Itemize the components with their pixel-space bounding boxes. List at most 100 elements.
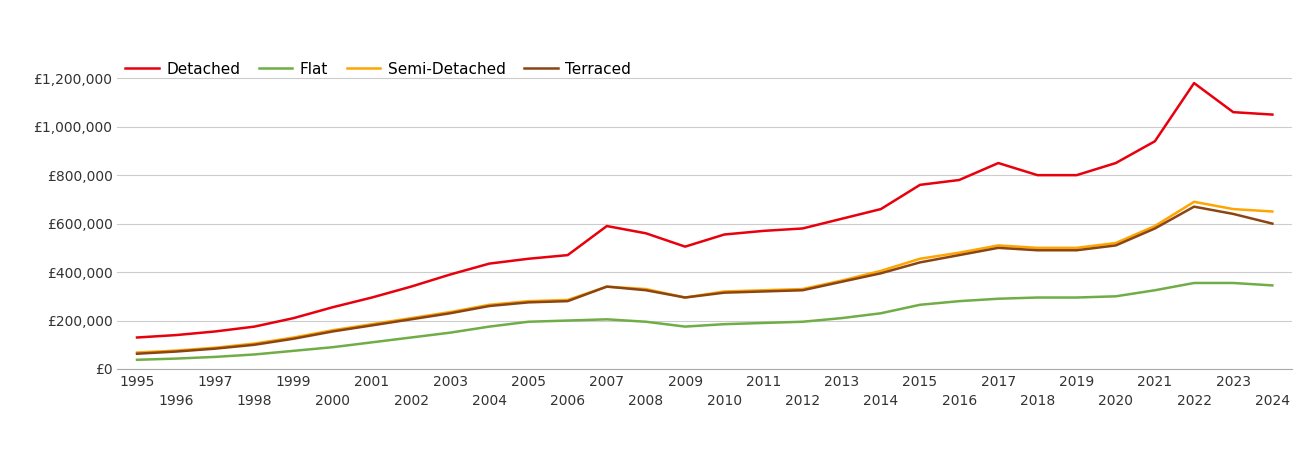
Semi-Detached: [599, 284, 615, 289]
Detached: [1225, 109, 1241, 115]
Terraced: [364, 323, 380, 328]
Semi-Detached: [442, 309, 458, 315]
Legend: Detached, Flat, Semi-Detached, Terraced: Detached, Flat, Semi-Detached, Terraced: [125, 62, 632, 76]
Terraced: [990, 245, 1006, 251]
Semi-Detached: [1108, 240, 1124, 246]
Semi-Detached: [168, 348, 184, 353]
Semi-Detached: [129, 350, 145, 355]
Semi-Detached: [1186, 199, 1202, 204]
Terraced: [638, 288, 654, 293]
Terraced: [482, 303, 497, 309]
Detached: [442, 272, 458, 277]
Flat: [1225, 280, 1241, 286]
Terraced: [1147, 226, 1163, 231]
Semi-Detached: [1265, 209, 1280, 214]
Flat: [1186, 280, 1202, 286]
Flat: [129, 357, 145, 363]
Flat: [716, 321, 732, 327]
Flat: [286, 348, 301, 354]
Terraced: [834, 279, 850, 284]
Terraced: [599, 284, 615, 289]
Flat: [912, 302, 928, 307]
Flat: [795, 319, 810, 324]
Detached: [1265, 112, 1280, 117]
Semi-Detached: [795, 286, 810, 292]
Semi-Detached: [716, 289, 732, 294]
Detached: [638, 230, 654, 236]
Semi-Detached: [990, 243, 1006, 248]
Semi-Detached: [873, 268, 889, 274]
Flat: [364, 340, 380, 345]
Semi-Detached: [325, 328, 341, 333]
Terraced: [325, 329, 341, 334]
Semi-Detached: [951, 250, 967, 256]
Detached: [1186, 81, 1202, 86]
Line: Semi-Detached: Semi-Detached: [137, 202, 1272, 352]
Flat: [560, 318, 576, 323]
Semi-Detached: [482, 302, 497, 307]
Flat: [951, 298, 967, 304]
Semi-Detached: [364, 321, 380, 327]
Detached: [247, 324, 262, 329]
Terraced: [521, 300, 536, 305]
Terraced: [677, 295, 693, 300]
Flat: [403, 335, 419, 340]
Semi-Detached: [677, 295, 693, 300]
Flat: [834, 315, 850, 321]
Terraced: [560, 298, 576, 304]
Detached: [1147, 139, 1163, 144]
Terraced: [286, 336, 301, 342]
Detached: [1108, 160, 1124, 166]
Flat: [325, 345, 341, 350]
Terraced: [951, 252, 967, 258]
Detached: [168, 333, 184, 338]
Semi-Detached: [286, 335, 301, 340]
Detached: [756, 228, 771, 234]
Semi-Detached: [403, 315, 419, 321]
Flat: [207, 354, 223, 360]
Detached: [990, 160, 1006, 166]
Flat: [521, 319, 536, 324]
Flat: [638, 319, 654, 324]
Flat: [168, 356, 184, 361]
Flat: [599, 317, 615, 322]
Detached: [912, 182, 928, 188]
Terraced: [1069, 248, 1084, 253]
Detached: [1069, 172, 1084, 178]
Semi-Detached: [1030, 245, 1045, 251]
Line: Flat: Flat: [137, 283, 1272, 360]
Detached: [560, 252, 576, 258]
Flat: [1147, 288, 1163, 293]
Terraced: [1265, 221, 1280, 226]
Terraced: [756, 289, 771, 294]
Flat: [1069, 295, 1084, 300]
Terraced: [129, 351, 145, 356]
Terraced: [1108, 243, 1124, 248]
Flat: [1265, 283, 1280, 288]
Flat: [1108, 293, 1124, 299]
Semi-Detached: [521, 298, 536, 304]
Detached: [873, 207, 889, 212]
Detached: [599, 223, 615, 229]
Semi-Detached: [247, 341, 262, 346]
Semi-Detached: [1225, 207, 1241, 212]
Semi-Detached: [912, 256, 928, 261]
Detached: [521, 256, 536, 261]
Flat: [247, 352, 262, 357]
Detached: [834, 216, 850, 221]
Detached: [129, 335, 145, 340]
Semi-Detached: [207, 345, 223, 351]
Semi-Detached: [1147, 223, 1163, 229]
Line: Terraced: Terraced: [137, 207, 1272, 354]
Semi-Detached: [1069, 245, 1084, 251]
Semi-Detached: [638, 286, 654, 292]
Terraced: [716, 290, 732, 295]
Detached: [1030, 172, 1045, 178]
Detached: [403, 284, 419, 289]
Terraced: [873, 270, 889, 276]
Terraced: [795, 288, 810, 293]
Semi-Detached: [560, 297, 576, 303]
Detached: [482, 261, 497, 266]
Semi-Detached: [756, 288, 771, 293]
Terraced: [1186, 204, 1202, 209]
